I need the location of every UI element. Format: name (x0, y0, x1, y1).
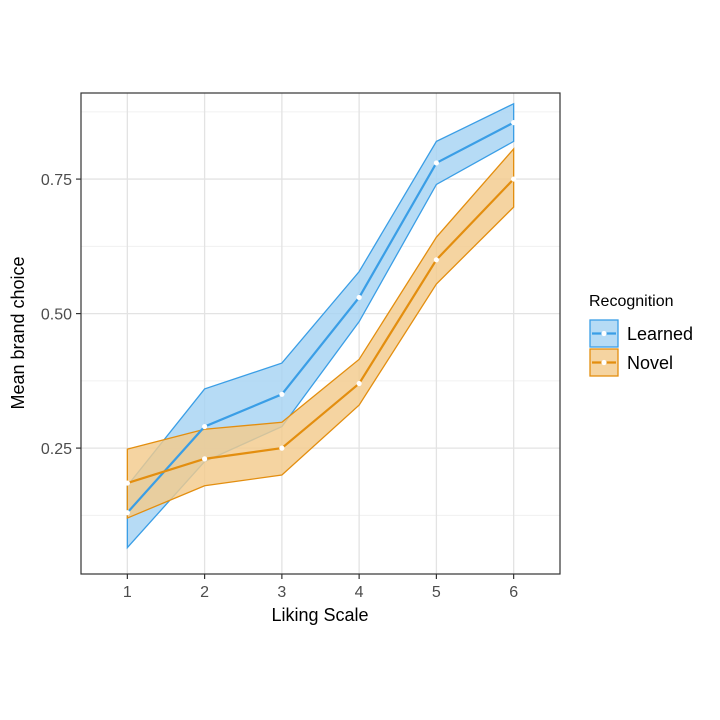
y-tick-label: 0.25 (41, 441, 72, 458)
point-learned (356, 294, 362, 301)
confidence-bands (126, 102, 515, 550)
series-lines (126, 121, 515, 514)
point-learned (511, 119, 517, 126)
point-novel (202, 456, 208, 462)
y-tick-label: 0.50 (41, 307, 72, 324)
legend-title: Recognition (589, 293, 674, 310)
point-novel (356, 380, 362, 387)
point-learned (124, 510, 130, 516)
legend-key-point-learned (601, 330, 607, 337)
x-tick-label: 3 (277, 584, 286, 601)
point-novel (124, 480, 130, 486)
legend-label-novel: Novel (627, 353, 673, 373)
plot-panel-border (80, 92, 561, 575)
point-learned (202, 423, 208, 430)
axis-ticks: 1 2 3 4 5 6 0.25 0.50 0.75 (41, 172, 518, 601)
point-novel (433, 257, 439, 263)
legend-label-learned: Learned (627, 324, 693, 344)
x-tick-label: 4 (355, 584, 364, 601)
x-axis-title: Liking Scale (271, 605, 368, 625)
legend-key-point-novel (601, 359, 607, 366)
point-novel (511, 176, 517, 182)
x-tick-label: 5 (432, 584, 441, 601)
line-novel (127, 178, 515, 485)
x-tick-label: 2 (200, 584, 209, 601)
band-novel (126, 147, 515, 520)
point-novel (279, 445, 285, 451)
point-learned (433, 160, 439, 166)
x-tick-label: 1 (123, 584, 132, 601)
legend: Recognition Learned Novel (589, 293, 693, 377)
line-learned (126, 121, 515, 514)
x-tick-label: 6 (509, 584, 518, 601)
y-axis-title: Mean brand choice (8, 256, 28, 409)
series-points (124, 119, 517, 516)
legend-items: Learned Novel (589, 319, 693, 377)
y-tick-label: 0.75 (41, 172, 72, 189)
point-learned (279, 391, 285, 397)
